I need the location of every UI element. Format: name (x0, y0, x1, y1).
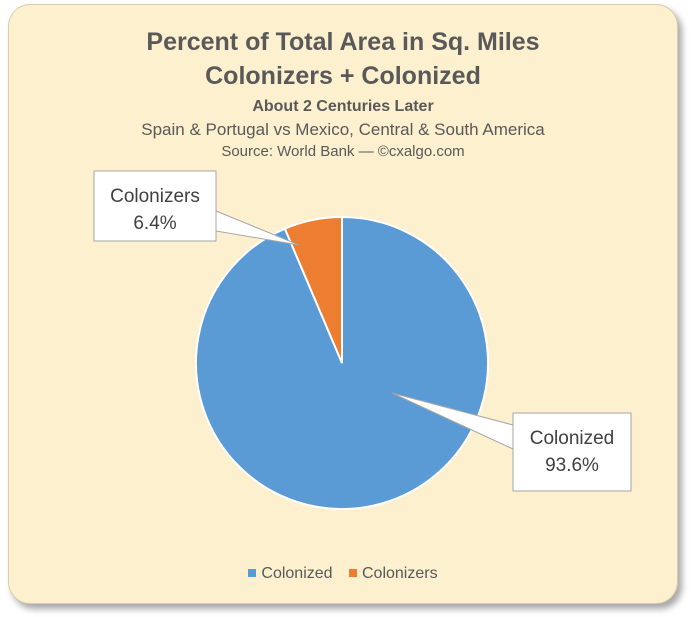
data-label-name-colonizers: Colonizers (110, 186, 200, 207)
chart-source: Source: World Bank — ©cxalgo.com (221, 143, 465, 160)
data-label-name-colonized: Colonized (530, 428, 615, 449)
legend-label-colonizers: Colonizers (362, 565, 438, 582)
data-label-value-colonizers: 6.4% (133, 213, 176, 234)
chart-title-line2: Colonizers + Colonized (205, 62, 481, 90)
pie-slice-colonizers (283, 215, 343, 364)
chart-subtitle2: Spain & Portugal vs Mexico, Central & So… (141, 120, 545, 139)
chart-title: Percent of Total Area in Sq. Miles (146, 28, 540, 56)
pie-chart: Colonized 93.6% Colonizers 6.4% (93, 170, 632, 510)
legend-item-colonizers: Colonizers (349, 565, 438, 583)
callout-box-colonizers (93, 170, 217, 242)
chart-card: Percent of Total Area in Sq. Miles Colon… (8, 4, 678, 604)
callout-box-colonized (512, 412, 632, 492)
chart-legend: Colonized Colonizers (9, 565, 677, 583)
legend-swatch-colonized (248, 568, 257, 577)
legend-item-colonized: Colonized (248, 565, 333, 583)
data-label-value-colonized: 93.6% (545, 455, 599, 476)
legend-label-colonized: Colonized (261, 565, 333, 582)
chart-titles: Percent of Total Area in Sq. Miles Colon… (9, 25, 677, 162)
legend-swatch-colonizers (349, 568, 357, 577)
chart-subtitle: About 2 Centuries Later (252, 98, 434, 115)
